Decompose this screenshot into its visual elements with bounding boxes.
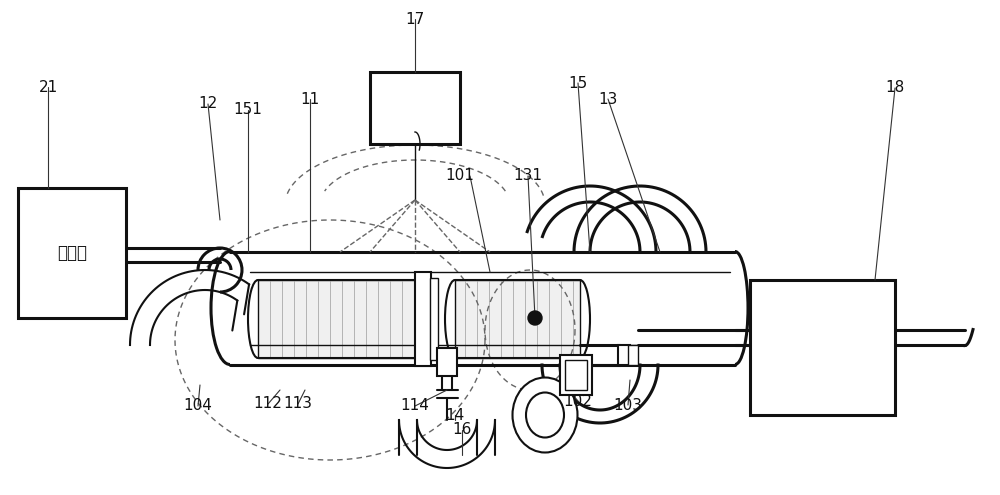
Text: 112: 112	[254, 396, 282, 411]
Bar	[560, 355, 592, 395]
Bar	[258, 280, 423, 358]
Bar	[628, 345, 638, 365]
Bar	[415, 272, 431, 366]
Bar	[437, 348, 457, 376]
Ellipse shape	[528, 311, 542, 325]
Text: 102: 102	[564, 394, 592, 408]
Text: 17: 17	[405, 11, 425, 27]
Bar	[430, 278, 438, 360]
Ellipse shape	[526, 393, 564, 438]
Bar	[618, 345, 630, 365]
Bar	[750, 280, 895, 415]
Bar	[565, 360, 587, 390]
Text: 16: 16	[452, 423, 472, 438]
Text: 18: 18	[885, 81, 905, 96]
Text: 发动机: 发动机	[57, 244, 87, 262]
Text: 113: 113	[284, 396, 312, 411]
Text: 12: 12	[198, 97, 218, 111]
Text: 14: 14	[445, 407, 465, 423]
Text: 131: 131	[514, 168, 542, 184]
Text: 13: 13	[598, 92, 618, 106]
Text: 11: 11	[300, 92, 320, 106]
Text: 104: 104	[184, 398, 212, 413]
Text: 114: 114	[401, 398, 429, 413]
Ellipse shape	[512, 378, 578, 452]
Text: 151: 151	[234, 102, 262, 117]
Text: 103: 103	[614, 397, 642, 412]
Text: 21: 21	[38, 80, 58, 95]
Bar	[18, 188, 126, 318]
Text: 15: 15	[568, 76, 588, 91]
Bar	[370, 72, 460, 144]
Text: 101: 101	[446, 168, 474, 184]
Bar	[455, 280, 580, 358]
